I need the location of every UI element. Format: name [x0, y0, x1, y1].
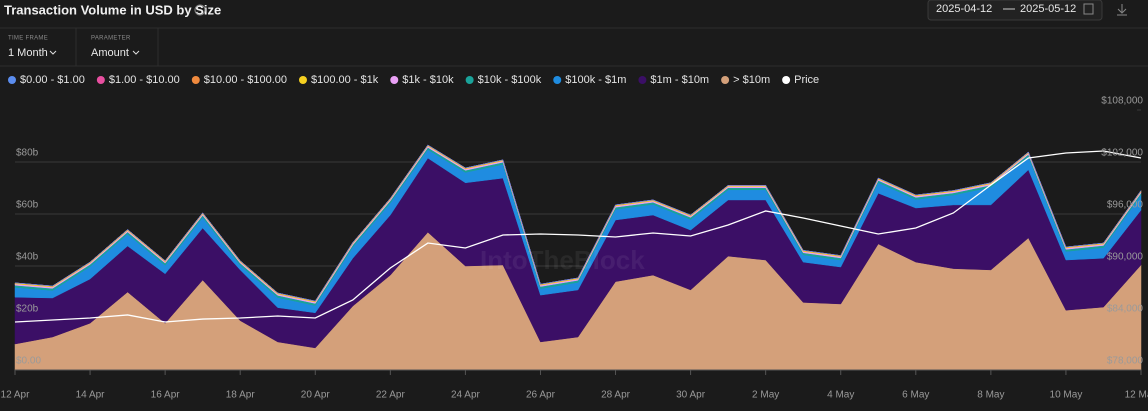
area	[14, 144, 1142, 302]
legend-swatch	[96, 76, 105, 84]
price-line	[14, 150, 1142, 323]
page-title: Transaction Volume in USD by Size	[4, 2, 221, 17]
legend-swatch	[553, 76, 562, 84]
plot-area	[14, 109, 1142, 371]
control-label: PARAMETER	[91, 36, 131, 42]
legend-swatch	[782, 76, 791, 84]
y2-tick-label: $96,000	[1107, 200, 1144, 211]
control-label: TIME FRAME	[8, 36, 48, 42]
legend-label[interactable]: $100.00 - $1k	[311, 74, 379, 86]
legend-label[interactable]: > $10m	[733, 74, 770, 86]
y2-tick-label: $90,000	[1107, 252, 1144, 263]
y2-tick-label: $102,000	[1101, 148, 1143, 159]
legend-label[interactable]: $0.00 - $1.00	[20, 74, 85, 86]
y-tick-label: $40b	[16, 252, 39, 263]
x-tick-label: 12 May	[1125, 390, 1148, 401]
legend-label[interactable]: $100k - $1m	[565, 74, 626, 86]
legend-swatch	[8, 76, 16, 84]
x-tick-label: 28 Apr	[601, 390, 631, 401]
x-tick-label: 14 Apr	[76, 390, 106, 401]
calendar-icon[interactable]	[1083, 3, 1094, 15]
x-tick-label: 8 May	[977, 390, 1004, 401]
x-tick-label: 20 Apr	[301, 390, 331, 401]
legend-label[interactable]: Price	[794, 74, 819, 86]
y-tick-label: $80b	[16, 148, 39, 159]
x-tick-label: 10 May	[1050, 390, 1083, 401]
help-icon[interactable]	[194, 4, 206, 16]
legend-label[interactable]: $1m - $10m	[650, 74, 709, 86]
x-tick-label: 2 May	[752, 390, 779, 401]
legend-swatch	[390, 76, 399, 84]
y2-tick-label: $108,000	[1101, 96, 1143, 107]
date-to: 2025-05-12	[1020, 3, 1076, 15]
x-tick-label: 30 Apr	[676, 390, 706, 401]
legend-swatch	[638, 76, 647, 84]
watermark: IntoTheBlock	[480, 245, 645, 275]
chevron	[49, 50, 57, 55]
legend-label[interactable]: $10.00 - $100.00	[204, 74, 287, 86]
legend-label[interactable]: $1.00 - $10.00	[109, 74, 180, 86]
chevron	[132, 50, 140, 55]
legend-swatch	[465, 76, 474, 84]
date-range[interactable]	[927, 0, 1103, 21]
x-tick-label: 22 Apr	[376, 390, 406, 401]
y-tick-label: $20b	[16, 304, 39, 315]
legend-label[interactable]: $10k - $100k	[478, 74, 542, 86]
parameter-select[interactable]: Amount	[91, 47, 129, 59]
x-tick-label: 26 Apr	[526, 390, 556, 401]
y-tick-label: $60b	[16, 200, 39, 211]
download-icon[interactable]	[1117, 4, 1127, 16]
x-tick-label: 18 Apr	[226, 390, 256, 401]
y2-tick-label: $78,000	[1107, 356, 1144, 367]
legend-swatch	[191, 76, 200, 84]
timeframe-select[interactable]: 1 Month	[8, 47, 48, 59]
x-tick-label: 24 Apr	[451, 390, 481, 401]
x-tick-label: 6 May	[902, 390, 929, 401]
x-tick-label: 12 Apr	[1, 390, 31, 401]
y2-tick-label: $84,000	[1107, 304, 1144, 315]
legend-label[interactable]: $1k - $10k	[402, 74, 454, 86]
x-tick-label: 16 Apr	[151, 390, 181, 401]
x-tick-label: 4 May	[827, 390, 854, 401]
legend-swatch	[721, 76, 730, 84]
y-tick-label: $0.00	[16, 356, 41, 367]
legend-swatch	[298, 76, 307, 84]
date-from: 2025-04-12	[936, 3, 992, 15]
